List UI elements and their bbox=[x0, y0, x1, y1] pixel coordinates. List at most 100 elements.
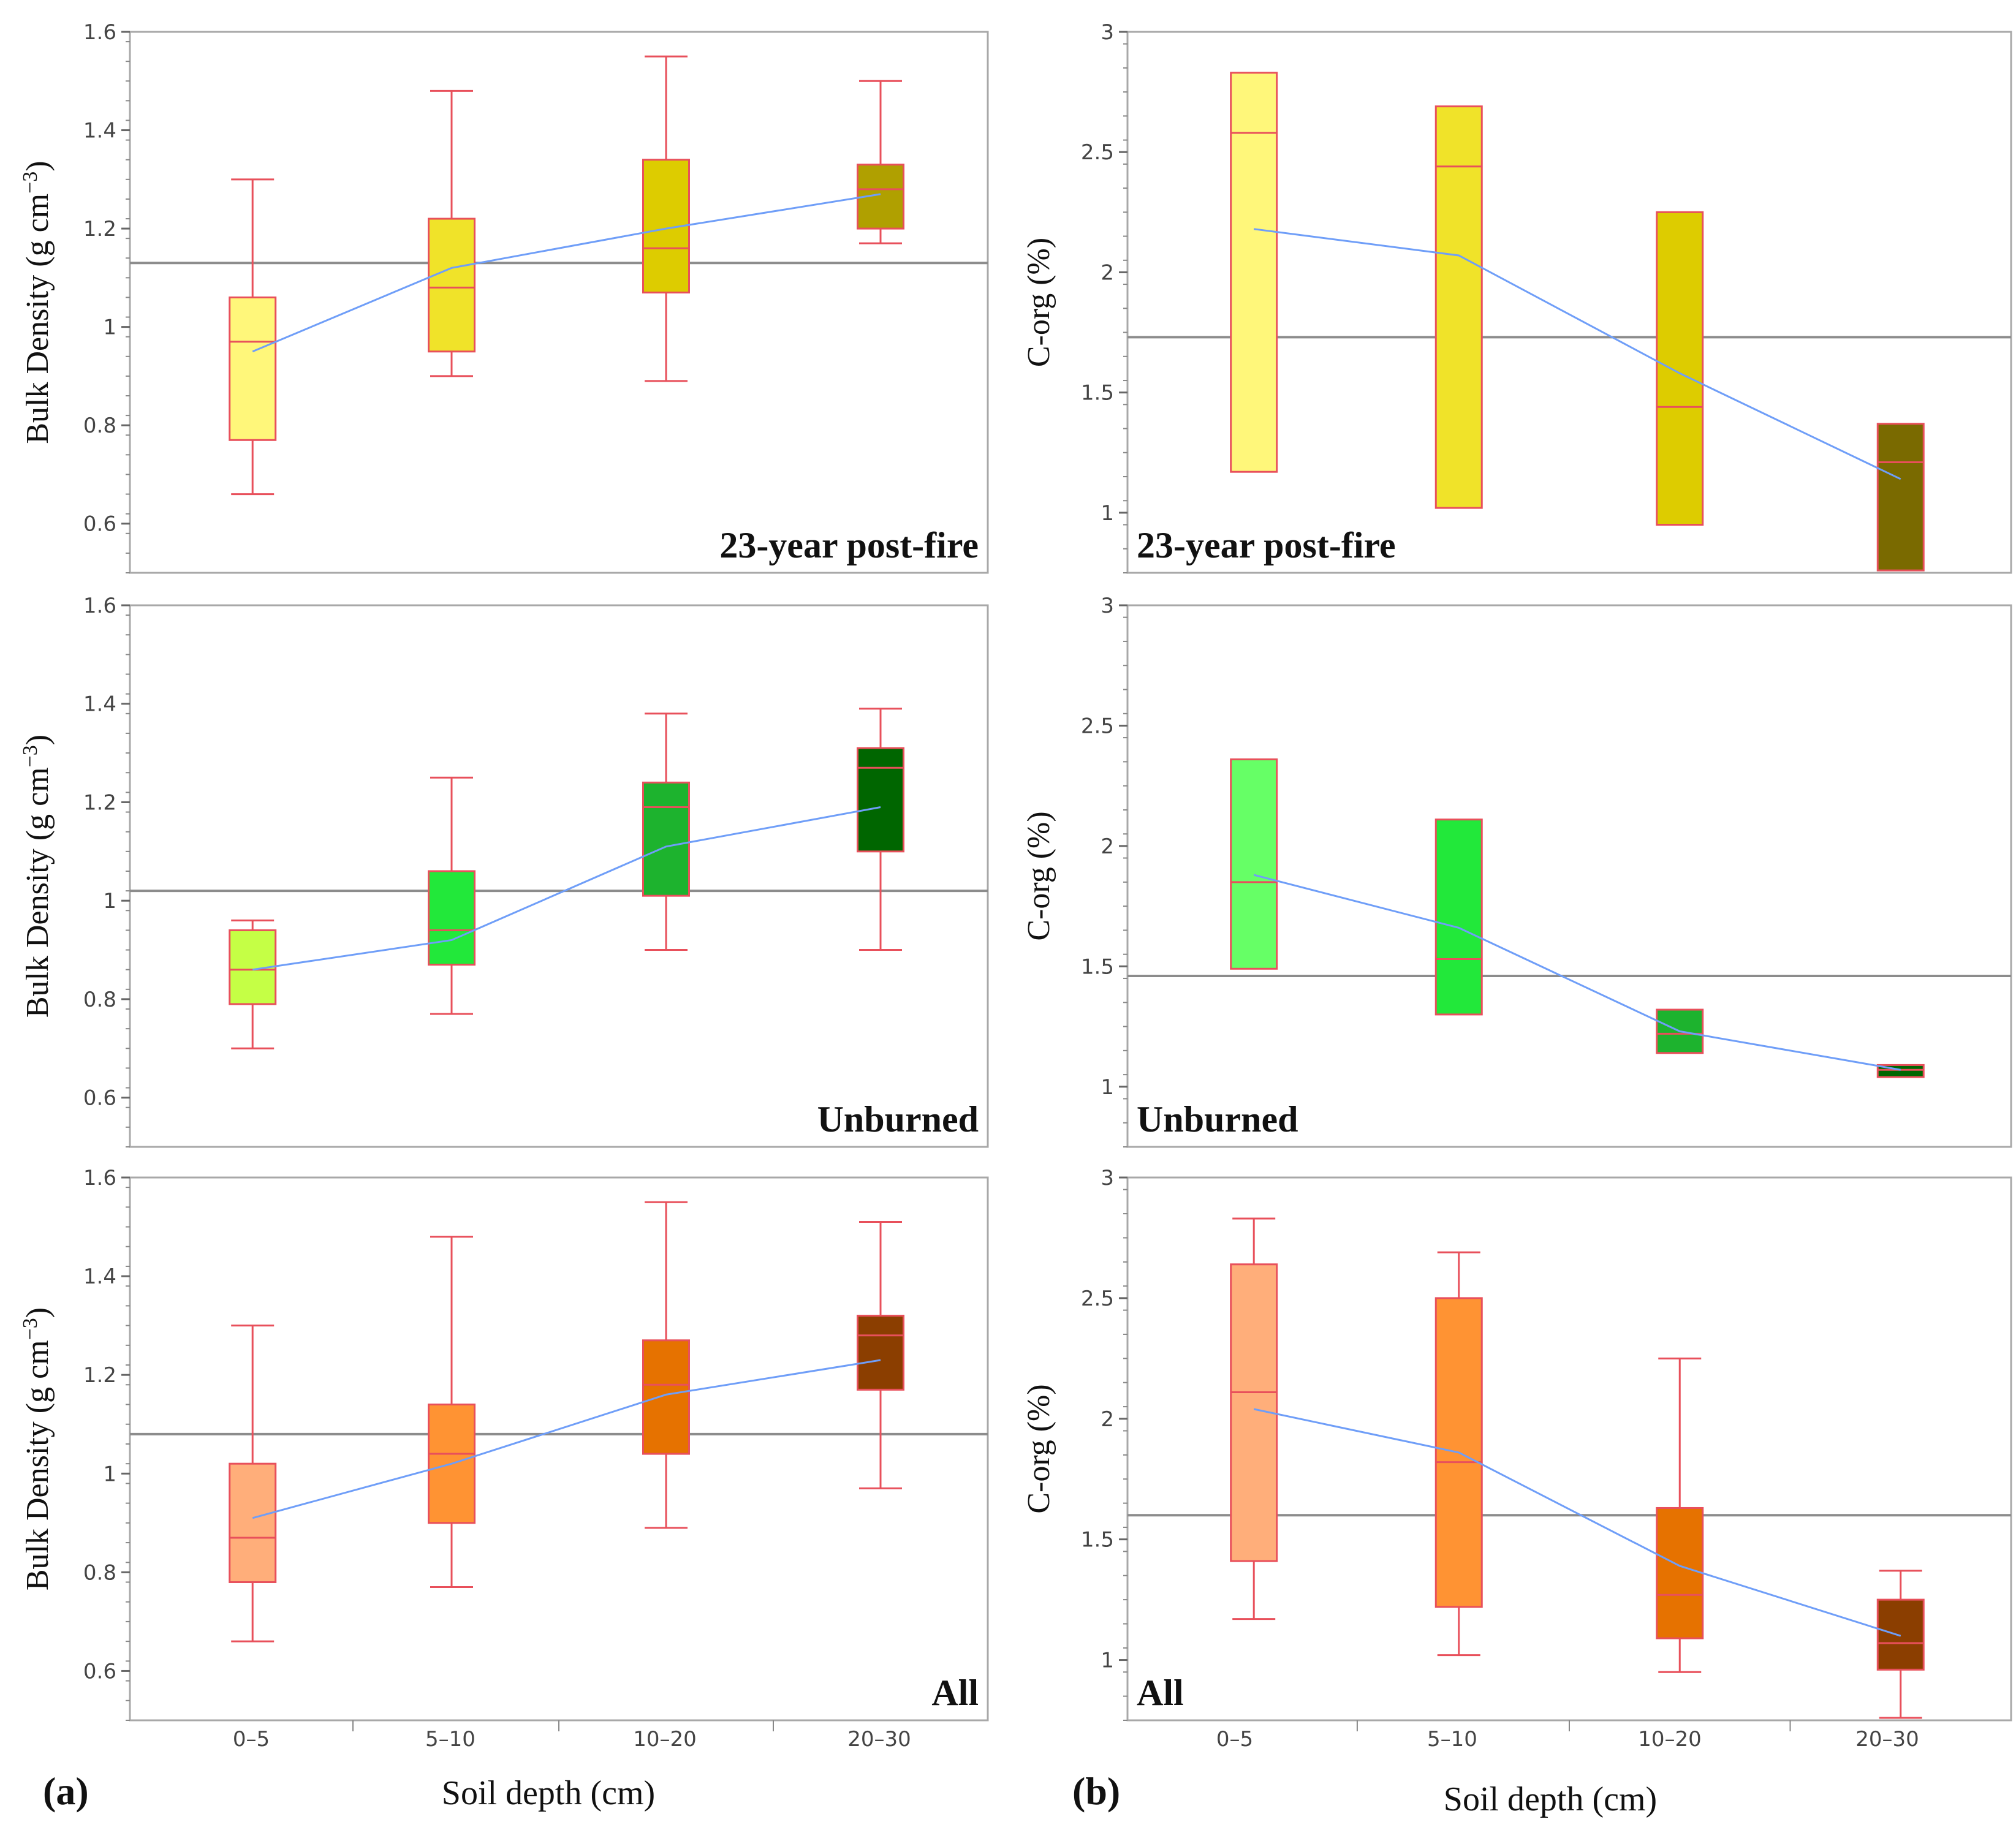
panel-bd_postfire: 0.6 0.8 1 1.2 1.4 1.6 23-year post-fire Bulk De… bbox=[19, 20, 989, 574]
x-tick-label: 20–30 bbox=[1855, 1727, 1919, 1752]
y-axis-title-end: ) bbox=[20, 161, 55, 171]
y-tick-label: 1.4 bbox=[83, 119, 116, 143]
x-tick-label: 5–10 bbox=[1427, 1727, 1477, 1752]
box bbox=[229, 1462, 277, 1583]
y-tick-label: 3 bbox=[1101, 594, 1114, 618]
plot-frame bbox=[129, 604, 989, 1148]
y-tick-label: 1.2 bbox=[83, 217, 116, 241]
x-tick-label: 10–20 bbox=[633, 1727, 697, 1752]
y-tick-label: 2 bbox=[1101, 1407, 1114, 1432]
y-axis-title-main: C-org (%) bbox=[1021, 811, 1056, 940]
y-tick-label: 0.8 bbox=[83, 414, 116, 438]
y-tick-label: 1.5 bbox=[1081, 1528, 1114, 1552]
y-axis-title: C-org (%) bbox=[1021, 1384, 1056, 1513]
box bbox=[1656, 211, 1704, 526]
y-axis-title-main: C-org (%) bbox=[1021, 238, 1056, 367]
y-tick-label: 3 bbox=[1101, 1166, 1114, 1190]
panel-label: All bbox=[931, 1673, 979, 1713]
y-tick-label: 1 bbox=[1101, 501, 1114, 526]
plot-frame bbox=[129, 1176, 989, 1722]
y-tick-label: 0.6 bbox=[83, 1086, 116, 1111]
mean-line bbox=[252, 193, 881, 353]
x-tick-label: 5–10 bbox=[425, 1727, 476, 1752]
y-tick-label: 1 bbox=[103, 316, 116, 340]
y-tick-label: 2.5 bbox=[1081, 1287, 1114, 1311]
y-axis-title: C-org (%) bbox=[1021, 811, 1056, 940]
y-tick-label: 1.2 bbox=[83, 1363, 116, 1388]
y-axis-title-end: ) bbox=[20, 1307, 55, 1318]
x-tick-label: 0–5 bbox=[1216, 1727, 1253, 1752]
y-tick-label: 2 bbox=[1101, 834, 1114, 859]
box bbox=[1434, 105, 1483, 509]
box bbox=[229, 296, 277, 441]
mean-line bbox=[252, 1359, 881, 1519]
y-tick-label: 0.6 bbox=[83, 512, 116, 537]
y-axis-title-end: ) bbox=[20, 735, 55, 745]
panels: 0.6 0.8 1 1.2 1.4 1.6 23-year post-fire Bulk De… bbox=[19, 20, 2012, 1731]
plot-frame bbox=[1126, 604, 2012, 1148]
y-axis-title: Bulk Density (g cm−3) bbox=[19, 1307, 56, 1590]
y-tick-label: 1.4 bbox=[83, 1265, 116, 1289]
panel-label: 23-year post-fire bbox=[1137, 525, 1396, 565]
box bbox=[857, 747, 904, 853]
y-tick-label: 1 bbox=[103, 889, 116, 913]
plot-frame bbox=[129, 31, 989, 574]
panel-label: 23-year post-fire bbox=[719, 525, 979, 565]
y-axis-title-sup: −3 bbox=[19, 1318, 42, 1340]
box bbox=[1230, 758, 1278, 970]
mean-line bbox=[1253, 1408, 1901, 1637]
box bbox=[1230, 1263, 1278, 1562]
y-tick-label: 1.2 bbox=[83, 790, 116, 815]
y-tick-label: 2 bbox=[1101, 260, 1114, 285]
x-tick-label: 20–30 bbox=[847, 1727, 911, 1752]
y-tick-label: 1 bbox=[1101, 1075, 1114, 1100]
y-axis-title-main: Bulk Density (g cm bbox=[20, 1340, 55, 1590]
x-tick-label: 10–20 bbox=[1638, 1727, 1702, 1752]
mean-line bbox=[252, 806, 881, 971]
panel-corg_all: 1 1.5 2 2.5 3 All C-org (%) bbox=[1021, 1166, 2012, 1731]
box bbox=[1656, 1506, 1704, 1639]
box bbox=[1876, 1598, 1925, 1671]
part-label-b: (b) bbox=[1072, 1769, 1120, 1813]
panel-corg_unburned: 1 1.5 2 2.5 3 Unburned C-org (%) bbox=[1021, 594, 2012, 1148]
y-tick-label: 2.5 bbox=[1081, 714, 1114, 738]
y-axis-title: C-org (%) bbox=[1021, 238, 1056, 367]
y-axis-title: Bulk Density (g cm−3) bbox=[19, 735, 56, 1018]
box bbox=[1230, 72, 1278, 473]
part-label-a: (a) bbox=[43, 1769, 89, 1813]
y-axis-title-main: Bulk Density (g cm bbox=[20, 767, 55, 1018]
y-tick-label: 0.8 bbox=[83, 988, 116, 1012]
y-tick-label: 1.5 bbox=[1081, 381, 1114, 406]
box bbox=[428, 217, 476, 353]
y-tick-label: 2.5 bbox=[1081, 140, 1114, 165]
mean-line bbox=[1254, 228, 1901, 480]
y-tick-label: 1 bbox=[103, 1462, 116, 1486]
panel-bd_all: 0.6 0.8 1 1.2 1.4 1.6 All Bulk Density (g cm−3) bbox=[19, 1166, 989, 1731]
x-axis-title-b: Soil depth (cm) bbox=[1444, 1780, 1657, 1818]
y-tick-label: 1.6 bbox=[83, 594, 116, 618]
plot-frame bbox=[1126, 31, 2012, 574]
y-axis-title: Bulk Density (g cm−3) bbox=[19, 161, 56, 444]
y-axis-title-main: C-org (%) bbox=[1021, 1384, 1056, 1513]
y-axis-title-main: Bulk Density (g cm bbox=[20, 194, 55, 444]
panel-corg_postfire: 1 1.5 2 2.5 3 23-year post-fire C-org (%) bbox=[1021, 20, 2012, 574]
y-tick-label: 0.8 bbox=[83, 1560, 116, 1585]
panel-label: Unburned bbox=[817, 1099, 979, 1140]
panel-label: All bbox=[1137, 1673, 1184, 1713]
y-tick-label: 1.6 bbox=[83, 1166, 116, 1190]
y-tick-label: 1.4 bbox=[83, 692, 116, 717]
box bbox=[1434, 818, 1483, 1016]
mean-line bbox=[1253, 874, 1901, 1071]
panel-bd_unburned: 0.6 0.8 1 1.2 1.4 1.6 Unburned Bulk Density (g … bbox=[19, 594, 989, 1148]
y-tick-label: 1 bbox=[1101, 1649, 1114, 1673]
box bbox=[857, 1315, 904, 1391]
y-axis-title-sup: −3 bbox=[19, 745, 42, 767]
y-tick-label: 3 bbox=[1101, 20, 1114, 45]
y-tick-label: 1.6 bbox=[83, 20, 116, 45]
x-axis-title-a: Soil depth (cm) bbox=[442, 1774, 655, 1812]
x-tick-label: 0–5 bbox=[233, 1727, 270, 1752]
y-axis-title-sup: −3 bbox=[19, 172, 42, 194]
y-tick-label: 1.5 bbox=[1081, 955, 1114, 979]
box bbox=[1876, 423, 1925, 572]
